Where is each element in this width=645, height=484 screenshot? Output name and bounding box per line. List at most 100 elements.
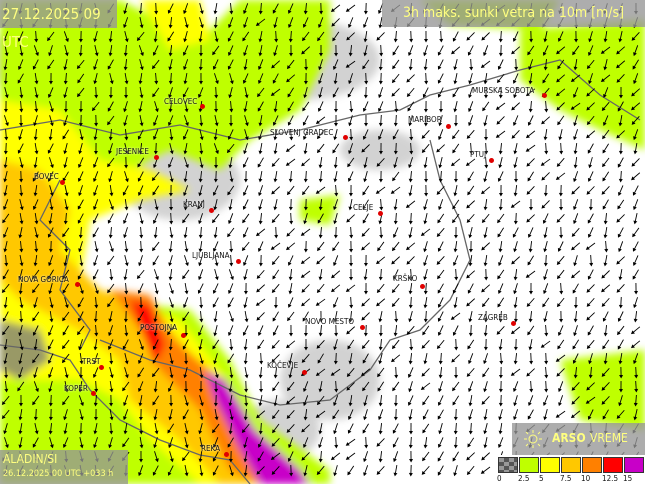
wind-arrow-head <box>229 416 234 421</box>
wind-arrow-head <box>601 372 606 377</box>
wind-arrow-head <box>93 262 97 267</box>
wind-arrow-head <box>317 359 322 364</box>
wind-arrow-head <box>408 52 412 57</box>
wind-arrow-head <box>18 332 23 337</box>
wind-arrow-head <box>123 276 128 281</box>
wind-arrow-head <box>64 192 69 197</box>
wind-arrow-head <box>19 164 24 169</box>
wind-arrow-head <box>198 178 203 183</box>
arso-logo[interactable]: ARSO VREME <box>512 423 645 455</box>
wind-arrow-head <box>616 260 621 265</box>
wind-arrow-head <box>78 164 82 169</box>
wind-arrow-head <box>19 346 24 351</box>
wind-arrow-head <box>259 360 264 365</box>
city-marker <box>99 365 104 370</box>
wind-arrow-head <box>525 92 530 97</box>
wind-arrow-head <box>346 386 351 391</box>
wind-arrow-head <box>77 275 82 280</box>
wind-arrow-head <box>481 456 486 461</box>
wind-arrow-head <box>185 262 189 267</box>
wind-arrow-head <box>483 178 488 183</box>
wind-arrow-head <box>108 318 113 323</box>
wind-arrow-head <box>244 388 249 393</box>
wind-arrow-head <box>347 345 352 350</box>
wind-arrow-head <box>423 164 428 169</box>
wind-arrow-head <box>18 416 23 421</box>
city-label: NOVA GORICA <box>18 275 69 284</box>
wind-arrow-head <box>258 52 263 57</box>
wind-arrow-head <box>468 388 472 393</box>
wind-arrow-head <box>543 402 547 407</box>
wind-arrow-head <box>287 317 291 322</box>
wind-arrow-head <box>255 232 260 237</box>
wind-arrow-head <box>168 262 173 267</box>
wind-arrow-head <box>349 304 354 309</box>
wind-arrow-head <box>513 164 518 169</box>
wind-arrow-head <box>587 177 592 182</box>
wind-arrow-head <box>496 79 501 84</box>
wind-arrow-head <box>466 218 471 223</box>
wind-arrow-head <box>47 177 52 182</box>
wind-arrow-head <box>378 220 383 225</box>
model-name: ALADIN/SI <box>3 452 58 466</box>
wind-arrow-head <box>393 150 398 155</box>
wind-arrow-head <box>572 345 577 350</box>
wind-arrow-head <box>303 10 308 15</box>
wind-arrow-head <box>3 164 8 169</box>
wind-arrow-head <box>586 288 591 293</box>
wind-arrow-head <box>513 290 518 295</box>
wind-arrow-head <box>481 400 486 405</box>
wind-arrow-head <box>587 233 592 238</box>
wind-arrow-head <box>273 178 278 183</box>
wind-arrow-head <box>466 134 471 139</box>
wind-arrow-head <box>601 274 606 279</box>
wind-arrow-head <box>394 374 399 379</box>
wind-arrow-head <box>48 332 52 337</box>
wind-arrow-head <box>3 346 8 351</box>
wind-arrow-head <box>137 177 142 182</box>
wind-arrow-head <box>274 234 279 239</box>
wind-arrow-head <box>571 190 576 195</box>
wind-arrow-head <box>349 136 354 141</box>
wind-arrow-head <box>468 122 472 127</box>
wind-arrow-head <box>154 108 159 113</box>
wind-arrow-head <box>289 220 294 225</box>
wind-arrow-head <box>333 206 337 211</box>
wind-arrow-head <box>34 430 39 435</box>
wind-arrow-head <box>109 276 114 281</box>
wind-arrow-head <box>559 318 564 323</box>
wind-arrow-head <box>124 164 129 169</box>
wind-arrow-head <box>438 374 443 379</box>
wind-arrow-head <box>77 219 82 224</box>
wind-arrow-head <box>557 121 561 126</box>
wind-arrow-head <box>618 276 623 281</box>
wind-arrow-head <box>79 262 84 267</box>
wind-arrow-head <box>453 122 458 127</box>
wind-arrow-head <box>273 374 278 379</box>
wind-arrow-head <box>63 108 68 113</box>
wind-arrow-head <box>19 94 24 99</box>
wind-arrow-head <box>34 150 39 155</box>
wind-arrow-head <box>604 248 609 253</box>
wind-arrow-head <box>242 331 247 336</box>
wind-arrow-head <box>199 80 204 85</box>
legend-swatch <box>498 457 518 473</box>
wind-arrow-head <box>93 416 98 421</box>
wind-arrow-head <box>406 260 411 265</box>
wind-arrow-head <box>19 122 24 127</box>
wind-arrow-head <box>453 248 458 253</box>
wind-arrow-head <box>285 162 290 166</box>
wind-arrow-head <box>124 290 129 295</box>
wind-arrow-head <box>124 360 129 365</box>
wind-arrow-head <box>2 331 6 336</box>
wind-arrow-head <box>544 108 549 113</box>
wind-arrow-head <box>618 94 623 99</box>
wind-arrow-head <box>286 344 290 349</box>
wind-arrow-head <box>633 80 637 85</box>
wind-arrow-head <box>541 120 546 125</box>
wind-arrow-head <box>272 429 276 434</box>
wind-arrow-head <box>555 176 560 180</box>
wind-arrow-head <box>391 92 396 97</box>
wind-arrow-head <box>346 330 351 335</box>
wind-arrow-head <box>408 66 413 71</box>
